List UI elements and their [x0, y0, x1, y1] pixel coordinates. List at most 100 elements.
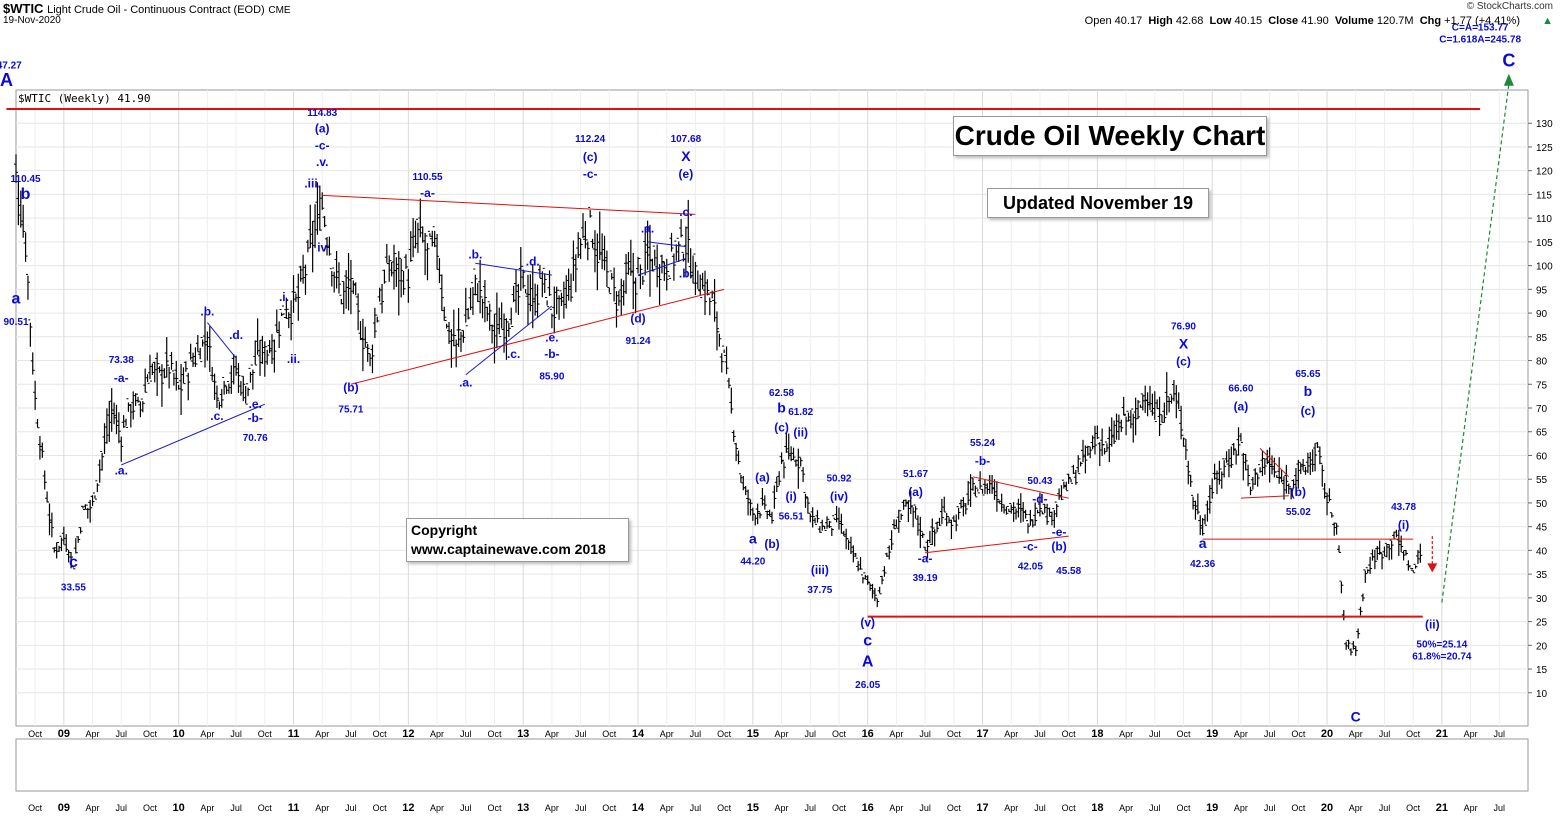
y-tick-label: 55 [1536, 475, 1548, 486]
wave-label: (a) [755, 471, 770, 485]
y-tick-label: 80 [1536, 357, 1548, 368]
x-tick-label-bottom: Oct [487, 803, 502, 813]
trend-line-red [1240, 495, 1289, 499]
x-tick-label-bottom: Oct [832, 803, 847, 813]
down-arrow-icon [1427, 563, 1438, 573]
x-tick-label-bottom: Jul [230, 803, 242, 813]
x-tick-label-bottom: Oct [1176, 803, 1191, 813]
x-tick-label-bottom: 09 [58, 802, 70, 814]
wave-label: (b) [764, 537, 779, 551]
x-tick-label-bottom: Apr [430, 803, 444, 813]
x-tick-label-bottom: Apr [1234, 803, 1248, 813]
wave-label: X [1179, 336, 1189, 352]
y-tick-label: 35 [1536, 570, 1548, 581]
x-tick-label-bottom: Jul [575, 803, 587, 813]
x-tick-label: Apr [1464, 729, 1478, 739]
wave-label: (i) [785, 490, 796, 504]
wave-label: 73.38 [109, 355, 134, 366]
projection-arrow-icon [1503, 73, 1514, 86]
wave-label: .e. [249, 397, 262, 411]
stockcharts-brand[interactable]: © StockCharts.com [1466, 1, 1553, 12]
wave-label: (c) [1301, 404, 1316, 418]
wave-label: (c) [774, 421, 789, 435]
wave-label: (a) [908, 485, 923, 499]
wave-label: -c- [315, 138, 330, 152]
x-tick-label: 14 [632, 728, 645, 740]
x-tick-label-bottom: Jul [805, 803, 817, 813]
y-tick-label: 45 [1536, 523, 1548, 534]
wave-label: -b- [544, 347, 559, 361]
y-tick-label: 125 [1536, 143, 1553, 154]
wave-label: (b) [1051, 539, 1066, 553]
wave-label: a [12, 291, 21, 308]
y-tick-label: 115 [1536, 190, 1552, 201]
wave-label: (e) [679, 167, 694, 181]
x-tick-label: Jul [1149, 729, 1161, 739]
wave-label: (b) [1291, 485, 1306, 499]
y-tick-label: 65 [1536, 428, 1548, 439]
x-tick-label-bottom: 10 [173, 802, 185, 814]
wave-label: .a. [115, 463, 128, 477]
wave-label: (b) [343, 380, 358, 394]
wave-label: C [1502, 50, 1515, 70]
wave-label: 147.27 [0, 61, 22, 72]
x-tick-label-bottom: Oct [143, 803, 158, 813]
wave-label: 76.90 [1171, 322, 1196, 333]
wave-label: 51.67 [903, 469, 928, 480]
chart-title-box: Crude Oil Weekly Chart [953, 116, 1267, 156]
wave-label: C [1351, 708, 1361, 724]
wave-label: 33.55 [61, 583, 86, 594]
y-tick-label: 60 [1536, 451, 1548, 462]
wave-label: -c- [583, 167, 598, 181]
wave-label: .b. [468, 247, 482, 261]
wave-label: .d. [229, 328, 243, 342]
x-tick-label-bottom: Oct [717, 803, 732, 813]
wave-label: (a) [1234, 399, 1249, 413]
high-value: 42.68 [1175, 15, 1204, 27]
volume-value: 120.7M [1376, 15, 1414, 27]
x-tick-label: Oct [947, 729, 962, 739]
trend-line-blue [475, 262, 552, 276]
wave-label: .ii. [287, 352, 300, 366]
wave-label: 42.05 [1018, 561, 1043, 572]
wave-label: c [69, 554, 78, 571]
wave-label: 45.58 [1056, 566, 1081, 577]
wave-label: C=A=153.77 [1452, 23, 1509, 34]
x-tick-label-bottom: Jul [1149, 803, 1161, 813]
x-tick-label-bottom: Apr [200, 803, 214, 813]
x-tick-label-bottom: Oct [1062, 803, 1077, 813]
wave-label: .a. [459, 376, 472, 390]
y-tick-label: 75 [1536, 380, 1548, 391]
x-tick-label-bottom: 11 [288, 802, 300, 814]
x-tick-label-bottom: Oct [602, 803, 617, 813]
wave-label: .v. [316, 155, 328, 169]
wave-label: 50.92 [826, 474, 851, 485]
x-tick-label-bottom: 14 [632, 802, 645, 814]
wave-label: -a- [918, 551, 933, 565]
wave-label: 50%=25.14 [1416, 640, 1467, 651]
copyright-box: Copyright www.captainewave.com 2018 [406, 518, 629, 562]
wave-label: .iii. [304, 176, 321, 190]
series-label: $WTIC (Weekly) 41.90 [18, 92, 151, 105]
x-tick-label-bottom: 16 [862, 802, 874, 814]
x-tick-label-bottom: Oct [1406, 803, 1421, 813]
wave-label: 114.83 [307, 108, 337, 119]
x-tick-label: Jul [1034, 729, 1046, 739]
symbol-description: Light Crude Oil - Continuous Contract (E… [47, 4, 265, 16]
wave-label: -b- [248, 411, 263, 425]
y-tick-label: 15 [1536, 665, 1548, 676]
x-tick-label: Oct [602, 729, 617, 739]
x-tick-label-bottom: Oct [1291, 803, 1306, 813]
x-tick-label: Jul [690, 729, 702, 739]
wave-label: .d. [526, 255, 540, 269]
wave-label: 65.65 [1295, 369, 1320, 380]
wave-label: -b- [975, 454, 990, 468]
x-tick-label: Apr [200, 729, 214, 739]
copyright-line2: www.captainewave.com 2018 [411, 541, 606, 557]
x-tick-label: 21 [1436, 728, 1448, 740]
x-tick-label: Apr [775, 729, 789, 739]
x-tick-label-bottom: Oct [28, 803, 43, 813]
wave-labels: 147.27A110.45ba90.51c33.5573.38-a-.a..b.… [0, 23, 1521, 786]
price-series [14, 154, 1423, 657]
wave-label: 61.82 [788, 407, 813, 418]
